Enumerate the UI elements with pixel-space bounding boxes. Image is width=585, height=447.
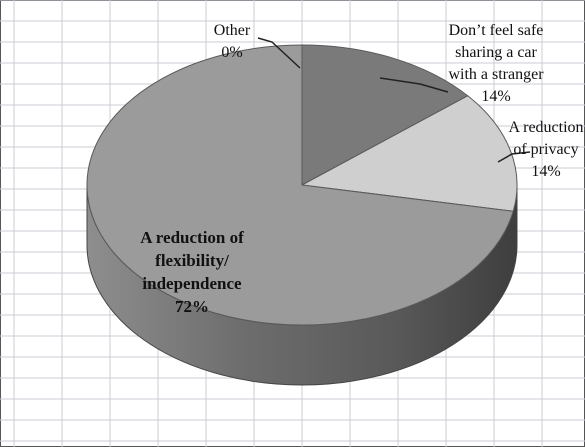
slice-label-line: Don’t feel safe	[449, 22, 544, 39]
slice-label-line: 14%	[481, 88, 510, 105]
label-group: Other 0% Don’t feel safe sharing a car with …	[140, 22, 583, 316]
slice-label-line: with a stranger	[448, 66, 544, 83]
slice-label-line: sharing a car	[455, 44, 537, 61]
slice-label-line: A reduction	[508, 119, 583, 136]
pie-slice-2	[300, 95, 518, 212]
pie-slice-1	[301, 44, 469, 186]
slice-label-2: A reduction of privacy 14%	[508, 119, 583, 180]
slice-label-line: 0%	[221, 44, 242, 61]
slice-label-line: flexibility/	[155, 251, 229, 270]
leader-line-0	[257, 37, 301, 69]
slice-label-3: A reduction of flexibility/independence 72…	[140, 228, 244, 316]
leader-line-1	[379, 77, 449, 93]
slice-label-line: of privacy	[513, 141, 578, 158]
leader-line-2	[497, 151, 531, 163]
slice-label-line: 72%	[175, 297, 209, 316]
slice-label-line: A reduction of	[140, 228, 244, 247]
slice-label-0: Other 0%	[214, 22, 251, 61]
slice-label-1: Don’t feel safe sharing a car with a stran…	[448, 22, 544, 105]
pie-slice-3	[86, 44, 514, 326]
slice-label-line: independence	[142, 274, 242, 293]
slice-label-line: Other	[214, 22, 251, 39]
slice-label-line: 14%	[531, 163, 560, 180]
pie-group	[86, 44, 518, 386]
